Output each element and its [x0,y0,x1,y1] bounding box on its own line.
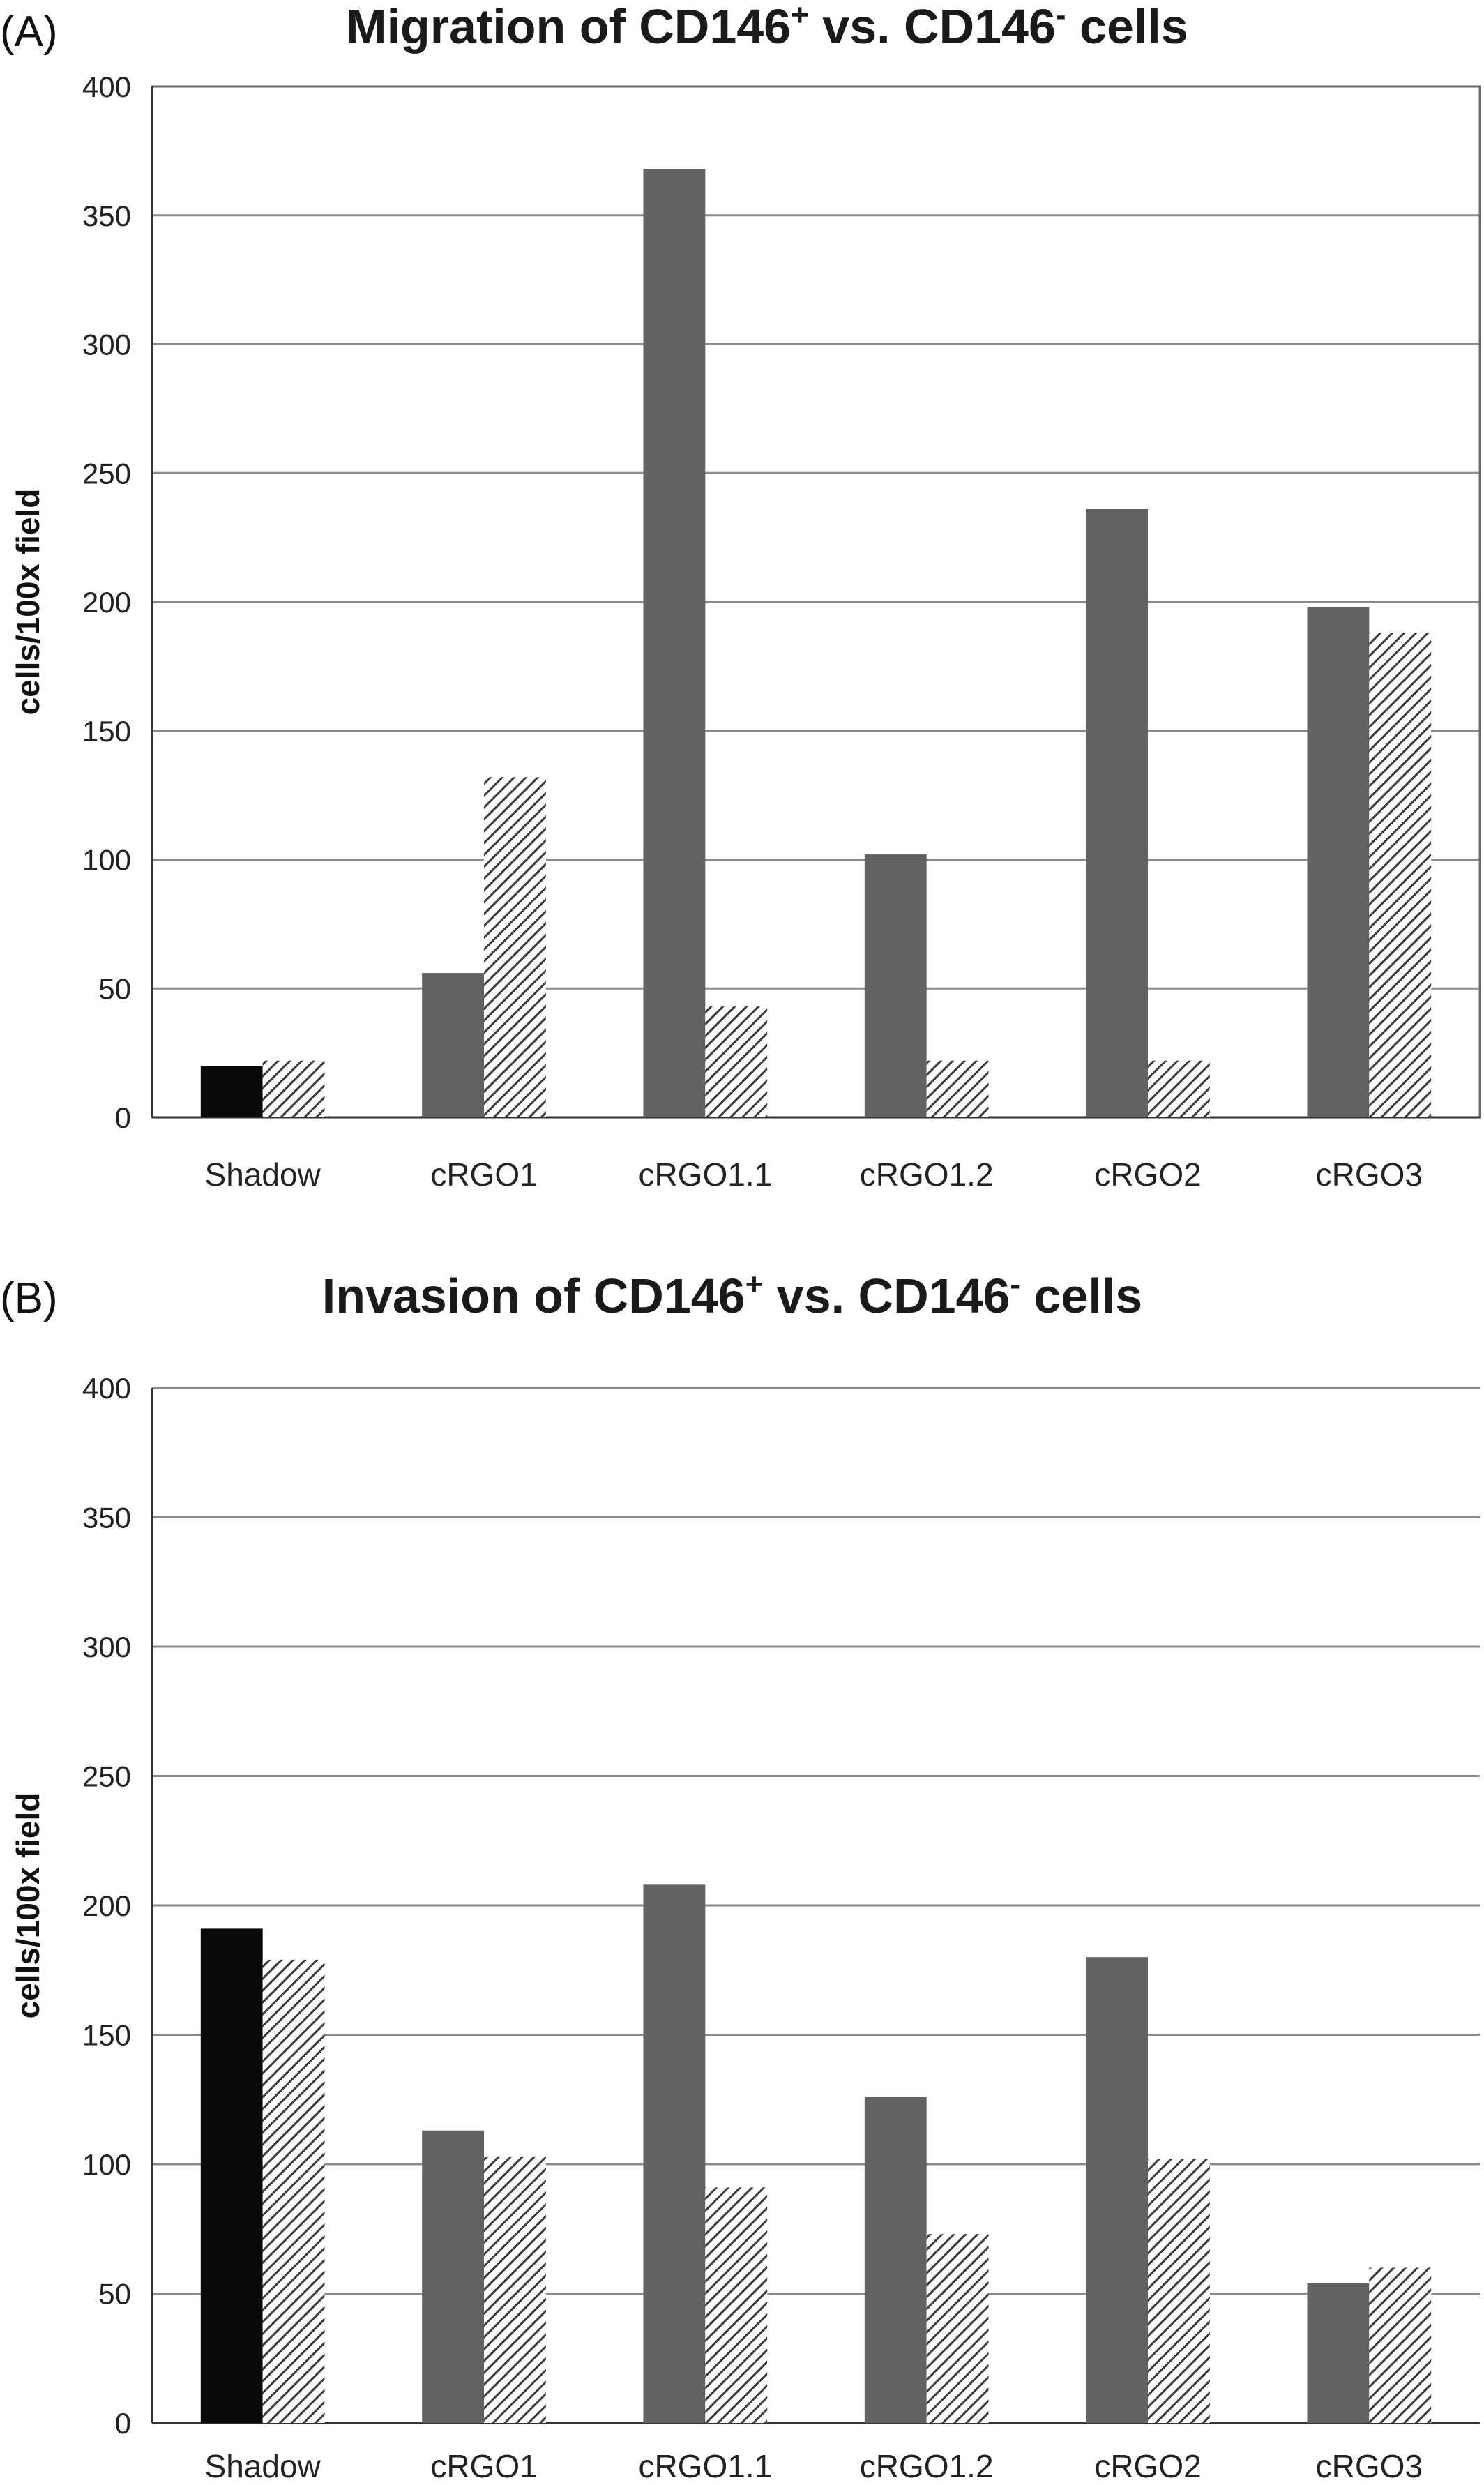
chart-b-y-tick-label: 300 [82,1631,131,1663]
chart-a-bar-hatched-crgo2 [1148,1060,1210,1117]
chart-a-category-label: cRGO1 [430,1156,537,1193]
chart-b-category-label: cRGO1.1 [638,2448,772,2484]
chart-b-y-tick-label: 200 [82,1889,131,1922]
chart-a-category-label: cRGO3 [1316,1156,1423,1193]
chart-b-y-tick-label: 100 [82,2148,131,2181]
chart-a-category-label: cRGO2 [1094,1156,1201,1193]
chart-b-category-label: cRGO1 [430,2448,537,2484]
chart-b-svg: (B) Invasion of CD146+ vs. CD146- cells 0 5… [0,1269,1480,2484]
chart-a-category-label: cRGO1.2 [860,1156,994,1193]
chart-a-svg: (A) Migration of CD146+ vs. CD146- cells 0… [0,0,1481,1193]
chart-b-bar-hatched-crgo2 [1148,2159,1210,2423]
chart-b-y-axis-label: cells/100x field [10,1792,46,2019]
chart-b-bar-hatched-crgo1-1 [705,2187,768,2423]
chart-a-bar-hatched-crgo1-2 [926,1060,989,1117]
chart-panel-a: (A) Migration of CD146+ vs. CD146- cells 0… [0,0,1484,1228]
chart-b-category-label: Shadow [205,2448,321,2484]
chart-a-panel-letter: (A) [0,8,58,56]
chart-b-y-tick-label: 50 [98,2278,131,2311]
chart-a-y-tick-label: 400 [82,70,131,103]
chart-a-bar-solid-crgo3 [1307,607,1370,1117]
chart-a-bar-hatched-crgo1-1 [705,1006,768,1117]
chart-b-bar-solid-crgo1-1 [643,1884,706,2423]
chart-a-y-tick-label: 0 [115,1101,131,1134]
chart-a-y-tick-label: 100 [82,844,131,877]
chart-a-bar-solid-crgo2 [1086,508,1148,1117]
chart-a-y-axis-label: cells/100x field [10,489,46,716]
chart-a-bar-hatched-crgo3 [1369,633,1432,1117]
chart-a-bar-solid-crgo1-1 [643,169,706,1118]
chart-b-bar-hatched-crgo3 [1369,2267,1432,2423]
chart-b-title: Invasion of CD146+ vs. CD146- cells [322,1269,1142,1323]
chart-b-category-label: cRGO3 [1316,2448,1423,2484]
chart-b-bar-solid-shadow [200,1928,263,2423]
chart-b-y-tick-label: 150 [82,2019,131,2052]
chart-b-y-tick-label: 350 [82,1502,131,1534]
chart-a-bar-solid-shadow [200,1066,263,1117]
chart-a-y-tick-label: 350 [82,199,131,232]
chart-a-y-tick-label: 300 [82,328,131,361]
chart-a-title: Migration of CD146+ vs. CD146- cells [346,0,1188,54]
chart-a-bar-hatched-shadow [262,1060,325,1117]
chart-a-category-label: Shadow [205,1156,321,1193]
chart-b-category-label: cRGO2 [1094,2448,1201,2484]
chart-b-panel-letter: (B) [0,1274,58,1322]
chart-b-bar-solid-crgo3 [1307,2283,1370,2423]
chart-b-bar-solid-crgo1-2 [864,2097,927,2423]
chart-b-y-tick-label: 0 [115,2407,131,2440]
chart-a-category-label: cRGO1.1 [638,1156,772,1193]
chart-b-bar-hatched-crgo1 [484,2156,546,2423]
chart-b-bar-hatched-shadow [262,1959,325,2423]
chart-a-bar-hatched-crgo1 [484,777,546,1117]
chart-a-y-tick-label: 150 [82,715,131,748]
chart-b-bar-solid-crgo2 [1086,1957,1148,2423]
chart-a-y-tick-label: 200 [82,586,131,619]
chart-b-y-tick-label: 250 [82,1760,131,1793]
chart-a-y-tick-label: 50 [98,972,131,1005]
chart-b-bar-solid-crgo1 [422,2130,484,2423]
chart-a-bar-solid-crgo1-2 [864,854,927,1117]
chart-b-category-label: cRGO1.2 [860,2448,994,2484]
chart-a-bar-solid-crgo1 [422,973,484,1117]
chart-b-y-tick-label: 400 [82,1372,131,1405]
chart-b-bar-hatched-crgo1-2 [926,2234,989,2423]
chart-panel-b: (B) Invasion of CD146+ vs. CD146- cells 0 5… [0,1269,1484,2485]
chart-a-y-tick-label: 250 [82,457,131,490]
